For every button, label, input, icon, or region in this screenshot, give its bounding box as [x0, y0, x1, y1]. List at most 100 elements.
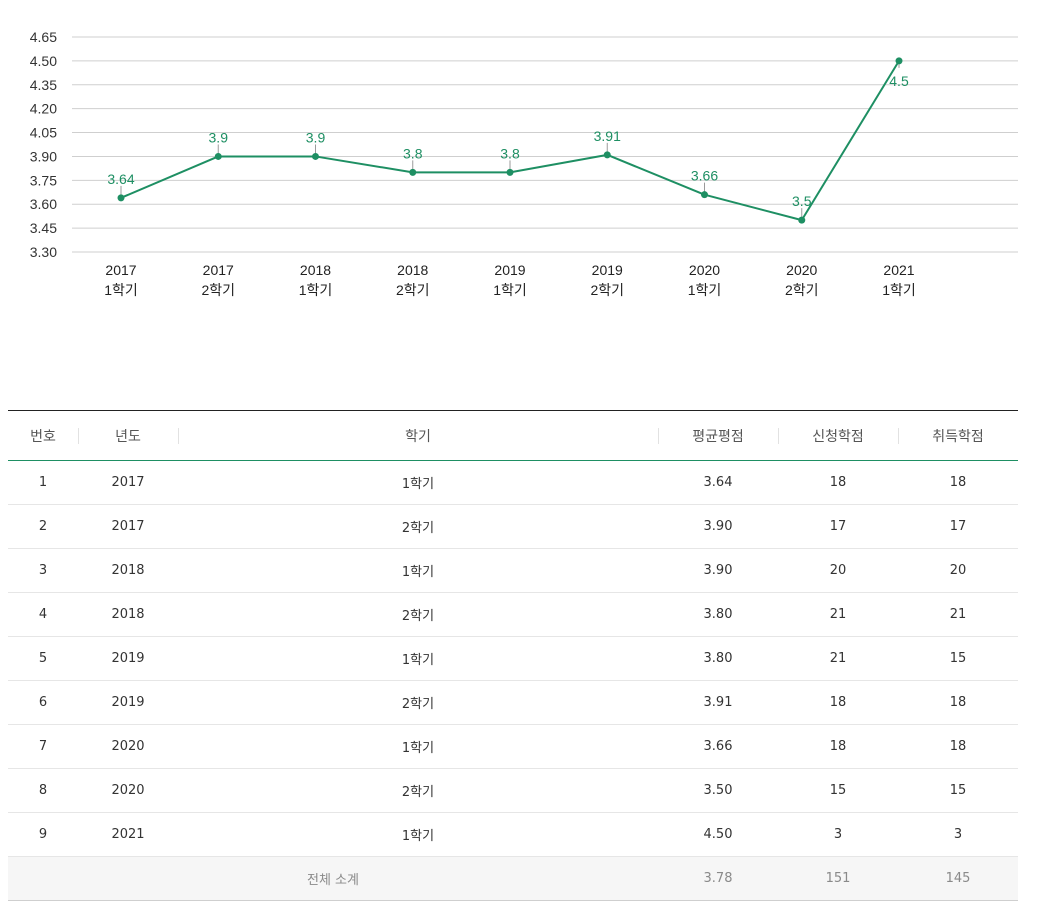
header-applied-credits: 신청학점 [778, 411, 898, 461]
total-label: 전체 소계 [307, 873, 359, 888]
table-row: 4 2018 2학기 3.80 21 21 [8, 593, 1018, 637]
data-label: 3.8 [500, 145, 520, 161]
cell-earned-credits: 17 [949, 519, 967, 534]
data-point [312, 152, 319, 160]
y-tick-label: 4.65 [30, 29, 57, 45]
header-year: 년도 [78, 411, 178, 461]
cell-no: 5 [38, 651, 48, 666]
cell-gpa: 3.91 [703, 695, 733, 710]
header-semester: 학기 [178, 411, 658, 461]
cell-year: 2019 [111, 695, 145, 710]
header-gpa: 평균평점 [658, 411, 778, 461]
cell-applied-credits: 17 [829, 519, 847, 534]
table-row: 3 2018 1학기 3.90 20 20 [8, 549, 1018, 593]
cell-earned-credits: 15 [949, 651, 967, 666]
cell-semester: 2학기 [401, 521, 435, 536]
cell-gpa: 3.90 [703, 519, 733, 534]
cell-gpa: 4.50 [703, 827, 733, 842]
data-label: 3.5 [792, 193, 812, 209]
x-tick-year: 2019 [592, 262, 623, 278]
cell-no: 8 [38, 783, 48, 798]
cell-semester: 1학기 [401, 741, 435, 756]
header-earned-credits: 취득학점 [898, 411, 1018, 461]
gpa-line-chart: 4.65 4.50 4.35 4.20 4.05 3.90 3.75 3.60 3.45 3.30… [0, 0, 1039, 320]
cell-applied-credits: 20 [829, 563, 847, 578]
x-tick-year: 2021 [883, 262, 914, 278]
x-tick-year: 2020 [689, 262, 720, 278]
x-tick-year: 2017 [105, 262, 136, 278]
x-tick-year: 2018 [397, 262, 428, 278]
x-tick-semester: 2학기 [590, 282, 624, 298]
x-tick-semester: 1학기 [688, 282, 722, 298]
y-tick-label: 4.05 [30, 125, 57, 141]
x-tick-semester: 2학기 [785, 282, 819, 298]
cell-no: 4 [38, 607, 48, 622]
cell-gpa: 3.90 [703, 563, 733, 578]
x-tick-year: 2020 [786, 262, 817, 278]
cell-applied-credits: 21 [829, 607, 847, 622]
table-header: 번호 년도 학기 평균평점 신청학점 취득학점 [8, 410, 1018, 461]
x-tick-semester: 1학기 [493, 282, 527, 298]
cell-semester: 1학기 [401, 653, 435, 668]
data-point [506, 168, 514, 176]
cell-year: 2020 [111, 783, 145, 798]
cell-applied-credits: 15 [829, 783, 847, 798]
data-label: 3.8 [403, 145, 423, 161]
y-tick-label: 3.60 [30, 196, 57, 212]
cell-earned-credits: 3 [953, 827, 963, 842]
cell-no: 3 [38, 563, 48, 578]
x-tick-semester: 1학기 [882, 282, 916, 298]
cell-applied-credits: 3 [833, 827, 843, 842]
cell-no: 6 [38, 695, 48, 710]
cell-applied-credits: 18 [829, 739, 847, 754]
cell-no: 2 [38, 519, 48, 534]
total-gpa: 3.78 [703, 871, 733, 886]
cell-gpa: 3.66 [703, 739, 733, 754]
cell-earned-credits: 15 [949, 783, 967, 798]
cell-year: 2019 [111, 651, 145, 666]
cell-gpa: 3.50 [703, 783, 733, 798]
y-tick-label: 4.50 [30, 53, 57, 69]
data-label: 3.66 [691, 168, 718, 184]
table-row: 5 2019 1학기 3.80 21 15 [8, 637, 1018, 681]
x-tick-semester: 1학기 [299, 282, 333, 298]
x-tick-semester: 2학기 [396, 282, 430, 298]
cell-earned-credits: 21 [949, 607, 967, 622]
y-tick-label: 4.20 [30, 101, 57, 117]
y-tick-label: 3.90 [30, 148, 57, 164]
cell-no: 7 [38, 739, 48, 754]
x-tick-year: 2018 [300, 262, 331, 278]
data-label: 3.91 [594, 128, 621, 144]
cell-semester: 2학기 [401, 785, 435, 800]
cell-earned-credits: 18 [949, 475, 967, 490]
x-tick-semester: 1학기 [104, 282, 138, 298]
table-row: 1 2017 1학기 3.64 18 18 [8, 461, 1018, 505]
y-tick-label: 3.30 [30, 244, 57, 260]
data-point [895, 57, 903, 65]
data-label: 4.5 [889, 73, 909, 89]
cell-earned-credits: 18 [949, 695, 967, 710]
grade-table: 번호 년도 학기 평균평점 신청학점 취득학점 1 2017 1학기 3.64 … [8, 410, 1018, 901]
cell-semester: 2학기 [401, 697, 435, 712]
cell-earned-credits: 20 [949, 563, 967, 578]
cell-applied-credits: 18 [829, 475, 847, 490]
cell-year: 2017 [111, 519, 145, 534]
cell-semester: 1학기 [401, 477, 435, 492]
cell-year: 2017 [111, 475, 145, 490]
data-point [701, 191, 708, 199]
cell-year: 2021 [111, 827, 145, 842]
y-tick-label: 4.35 [30, 77, 57, 93]
x-tick-semester: 2학기 [201, 282, 235, 298]
cell-semester: 2학기 [401, 609, 435, 624]
y-tick-label: 3.45 [30, 220, 57, 236]
table-row: 9 2021 1학기 4.50 3 3 [8, 813, 1018, 857]
cell-applied-credits: 21 [829, 651, 847, 666]
cell-applied-credits: 18 [829, 695, 847, 710]
data-label: 3.64 [107, 171, 134, 187]
data-label: 3.9 [306, 129, 326, 145]
data-point [798, 216, 806, 224]
y-tick-label: 3.75 [30, 172, 57, 188]
cell-year: 2018 [111, 607, 145, 622]
data-point [214, 152, 222, 160]
data-point [409, 168, 417, 176]
